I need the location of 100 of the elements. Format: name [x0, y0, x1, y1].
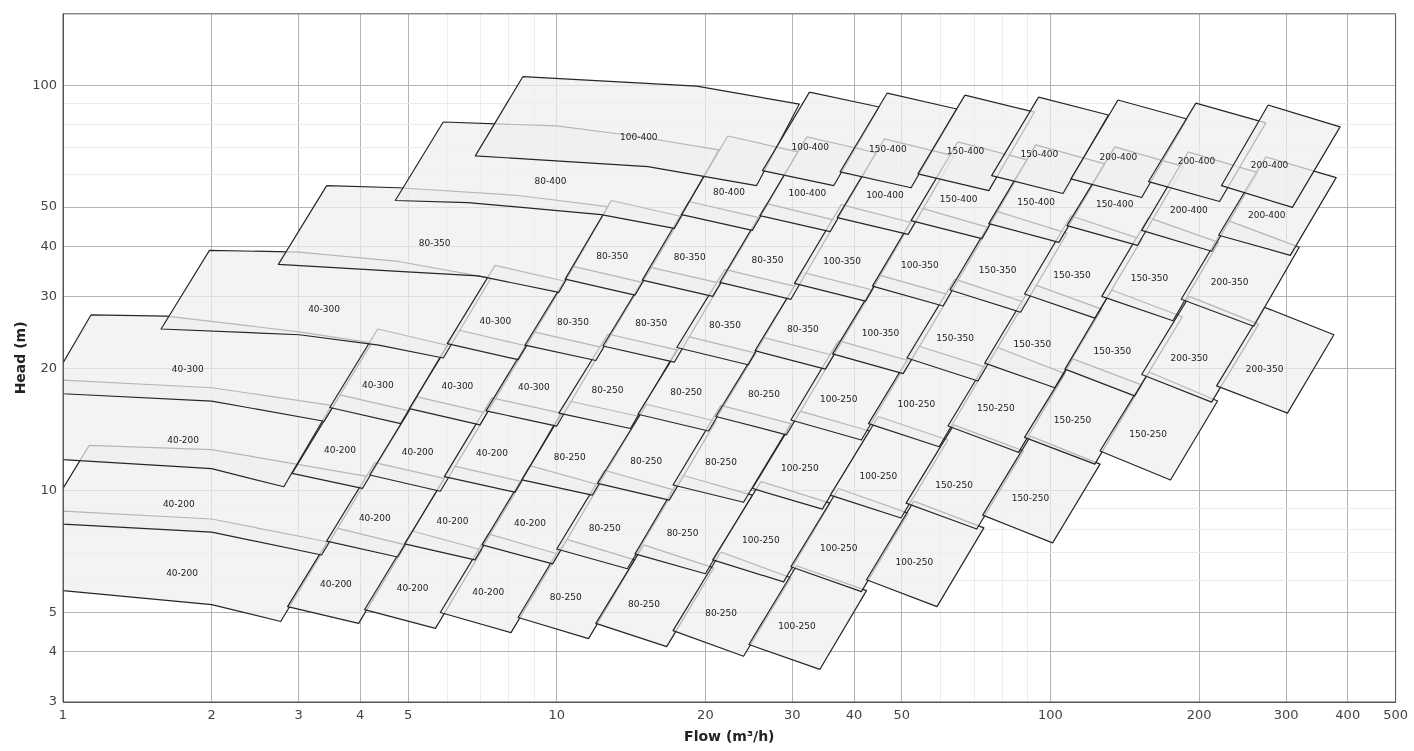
- x-tick-label: 30: [784, 707, 801, 723]
- series-label: 40-200: [436, 516, 469, 527]
- series-label: 200-400: [1170, 204, 1208, 215]
- series-label: 200-400: [1250, 159, 1289, 170]
- series-label: 80-250: [549, 592, 582, 603]
- series-label: 40-300: [517, 382, 551, 393]
- series-label: 200-400: [1247, 209, 1286, 220]
- series-label: 150-250: [1053, 414, 1092, 425]
- series-label: 150-400: [869, 143, 907, 154]
- series-label: 200-350: [1245, 363, 1284, 374]
- series-label: 80-350: [673, 252, 706, 263]
- series-label: 40-300: [361, 379, 395, 390]
- x-tick-label: 100: [1038, 707, 1063, 723]
- series-label: 200-350: [1170, 352, 1209, 363]
- series-label: 80-250: [748, 389, 781, 400]
- series-label: 80-250: [553, 451, 586, 462]
- series-label: 100-250: [742, 534, 780, 545]
- series-label: 80-250: [670, 386, 703, 397]
- x-tick-label: 200: [1186, 707, 1212, 723]
- series-label: 100-250: [781, 463, 819, 474]
- y-tick-label: 4: [48, 642, 57, 658]
- series-label: 150-400: [1017, 197, 1056, 208]
- y-tick-label: 3: [48, 693, 57, 709]
- y-tick-label: 40: [40, 237, 57, 253]
- series-label: 150-350: [1093, 346, 1132, 357]
- series-label: 40-200: [396, 583, 429, 594]
- series-label: 100-400: [791, 142, 830, 153]
- series-label: 150-250: [1129, 429, 1168, 440]
- series-label: 150-250: [935, 480, 974, 491]
- series-label: 40-300: [308, 304, 341, 315]
- x-tick-label: 20: [697, 707, 714, 723]
- x-axis-title: Flow (m³/h): [684, 728, 775, 745]
- series-label: 150-350: [1013, 339, 1052, 350]
- series-label: 80-250: [591, 384, 624, 395]
- x-tick-label: 40: [845, 707, 863, 723]
- series-label: 200-400: [1099, 152, 1138, 163]
- x-tick-label: 3: [294, 707, 303, 723]
- series-label: 200-350: [1210, 276, 1249, 287]
- series-label: 150-250: [977, 403, 1015, 414]
- series-label: 80-250: [705, 607, 738, 618]
- series-label: 100-250: [819, 393, 858, 404]
- series-label: 150-350: [978, 265, 1017, 276]
- series-label: 80-400: [712, 186, 746, 197]
- series-label: 80-350: [557, 316, 590, 327]
- series-label: 40-200: [324, 445, 357, 456]
- series-label: 100-350: [901, 260, 939, 271]
- series-label: 150-350: [1130, 272, 1169, 283]
- series-label: 80-250: [630, 455, 663, 466]
- series-label: 80-350: [751, 254, 784, 265]
- series-label: 40-200: [476, 448, 509, 459]
- series-label: 40-200: [401, 447, 434, 458]
- y-tick-label: 30: [40, 288, 57, 304]
- x-tick-label: 4: [356, 707, 365, 723]
- series-label: 40-300: [479, 315, 512, 326]
- x-tick-label: 50: [893, 707, 911, 723]
- series-label: 80-350: [596, 251, 629, 262]
- series-label: 100-400: [788, 187, 827, 198]
- series-label: 80-350: [709, 320, 742, 331]
- y-tick-label: 20: [40, 359, 57, 375]
- series-label: 40-200: [472, 586, 505, 597]
- series-label: 150-250: [1011, 492, 1050, 503]
- x-tick-label: 500: [1383, 707, 1409, 723]
- y-axis-title: Head (m): [12, 321, 29, 395]
- series-label: 150-350: [936, 333, 975, 344]
- x-tick-label: 2: [207, 707, 216, 723]
- series-label: 100-250: [778, 620, 817, 631]
- series-label: 40-200: [319, 579, 353, 590]
- series-label: 100-400: [619, 132, 658, 143]
- series-label: 150-400: [946, 146, 985, 157]
- series-label: 40-300: [441, 380, 474, 391]
- series-label: 40-300: [171, 363, 204, 374]
- series-label: 100-250: [859, 470, 898, 481]
- series-label: 40-200: [166, 568, 199, 579]
- series-label: 100-350: [861, 327, 900, 338]
- series-label: 40-200: [162, 499, 196, 510]
- series-label: 40-200: [514, 518, 547, 529]
- series-label: 80-350: [786, 323, 820, 334]
- y-tick-label: 50: [40, 198, 57, 214]
- x-tick-label: 1: [58, 707, 68, 723]
- x-tick-label: 300: [1273, 707, 1299, 723]
- series-label: 40-200: [167, 434, 200, 445]
- series-label: 200-400: [1177, 155, 1216, 166]
- series-label: 150-400: [1095, 199, 1134, 210]
- series-label: 80-250: [588, 522, 621, 533]
- x-tick-label: 10: [548, 707, 566, 723]
- series-label: 80-250: [705, 457, 738, 468]
- series-label: 80-400: [534, 175, 567, 186]
- series-label: 100-250: [897, 399, 936, 410]
- x-tick-label: 400: [1335, 707, 1361, 723]
- y-tick-label: 5: [48, 603, 57, 619]
- series-label: 100-250: [819, 543, 858, 554]
- x-tick-label: 5: [403, 707, 413, 723]
- series-label: 100-400: [866, 190, 904, 201]
- series-label: 80-350: [418, 238, 451, 249]
- series-label: 80-350: [635, 318, 668, 329]
- series-label: 100-250: [895, 557, 934, 568]
- y-tick-label: 10: [40, 481, 57, 497]
- series-label: 100-350: [823, 256, 862, 267]
- series-label: 80-250: [666, 527, 699, 538]
- series-label: 80-250: [628, 599, 661, 610]
